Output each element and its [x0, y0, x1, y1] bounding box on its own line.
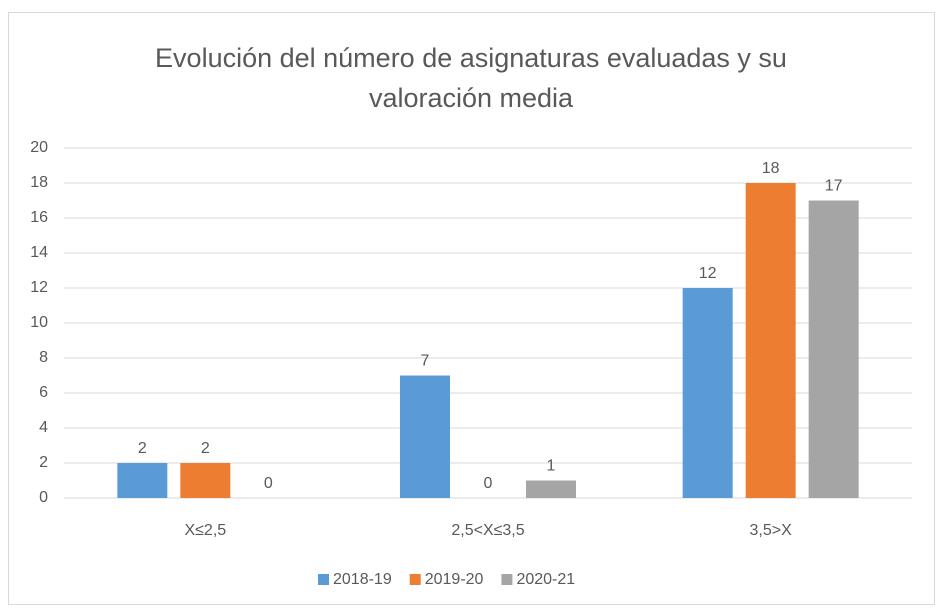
bar	[117, 463, 168, 498]
bar	[526, 480, 576, 498]
y-tick-label: 14	[30, 244, 48, 261]
bar	[808, 200, 859, 498]
x-tick-label: X≤2,5	[184, 522, 226, 539]
bar	[400, 375, 450, 498]
data-label: 2	[138, 440, 147, 457]
legend-swatch	[318, 574, 329, 585]
bar	[180, 463, 231, 498]
bar	[682, 288, 733, 498]
data-label: 7	[421, 353, 430, 370]
y-tick-label: 2	[39, 454, 48, 471]
legend-swatch	[501, 574, 513, 585]
y-tick-label: 10	[30, 314, 48, 331]
data-label: 0	[264, 475, 273, 492]
y-tick-label: 18	[30, 174, 48, 191]
x-tick-label: 3,5>X	[750, 522, 793, 539]
y-tick-label: 8	[39, 349, 48, 366]
y-tick-label: 0	[39, 489, 48, 506]
data-label: 18	[762, 160, 780, 177]
data-label: 0	[484, 475, 493, 492]
data-label: 2	[201, 440, 210, 457]
data-label: 1	[547, 458, 556, 475]
data-label: 12	[699, 265, 717, 282]
data-label: 17	[825, 178, 843, 195]
y-tick-label: 4	[39, 419, 48, 436]
y-tick-label: 6	[39, 384, 48, 401]
legend-label: 2020-21	[516, 571, 575, 588]
x-tick-label: 2,5<X≤3,5	[451, 522, 524, 539]
y-tick-label: 20	[30, 139, 48, 156]
legend-swatch	[409, 574, 421, 585]
chart-title: Evolución del número de asignaturas eval…	[155, 43, 787, 113]
y-tick-label: 16	[30, 209, 48, 226]
legend-label: 2019-20	[425, 571, 484, 588]
y-tick-label: 12	[30, 279, 48, 296]
legend-label: 2018-19	[333, 571, 392, 588]
bar	[745, 183, 796, 498]
